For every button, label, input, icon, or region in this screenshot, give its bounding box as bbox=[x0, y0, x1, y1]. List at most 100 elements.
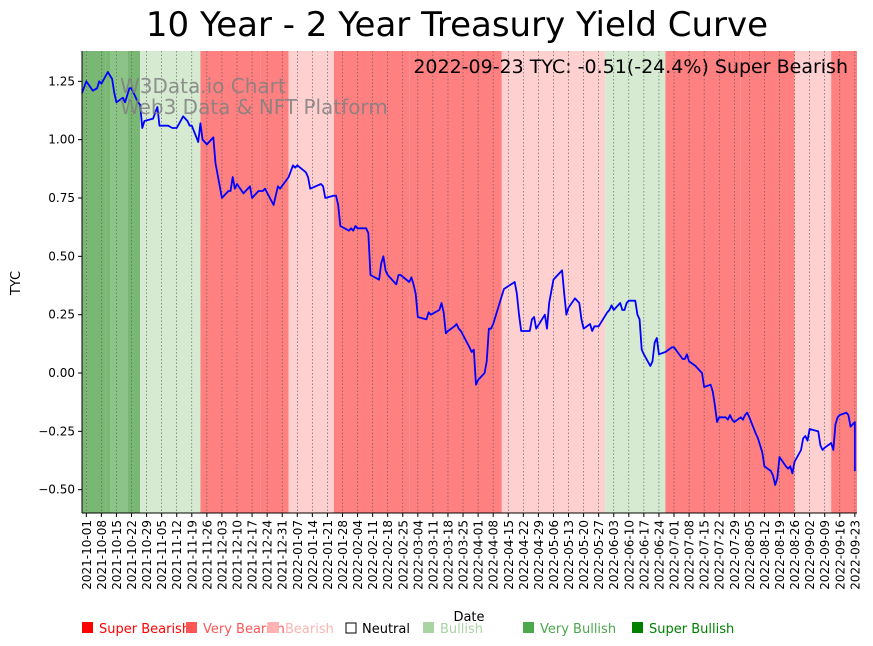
x-tick-label: 2022-08-05 bbox=[743, 520, 757, 590]
legend-swatch bbox=[268, 622, 279, 633]
x-tick-label: 2022-08-12 bbox=[758, 520, 772, 590]
x-tick-label: 2022-09-02 bbox=[803, 520, 817, 590]
latest-value-annotation: 2022-09-23 TYC: -0.51(-24.4%) Super Bear… bbox=[413, 56, 848, 78]
legend-label: Super Bearish bbox=[99, 622, 190, 637]
y-tick-label: 0.25 bbox=[48, 308, 75, 322]
regime-band-super_bullish bbox=[105, 51, 110, 513]
x-tick-label: 2022-04-15 bbox=[502, 520, 516, 590]
x-tick-label: 2022-04-01 bbox=[472, 520, 486, 590]
x-tick-label: 2021-12-03 bbox=[215, 520, 229, 590]
legend-swatch bbox=[186, 622, 197, 633]
x-tick-label: 2022-03-04 bbox=[411, 520, 425, 590]
x-tick-label: 2021-11-26 bbox=[200, 520, 214, 590]
regime-band-very_bullish bbox=[109, 51, 117, 513]
x-tick-label: 2022-05-13 bbox=[562, 520, 576, 590]
y-tick-label: −0.25 bbox=[38, 424, 75, 438]
x-tick-label: 2021-12-24 bbox=[261, 520, 275, 590]
x-tick-label: 2022-02-18 bbox=[381, 520, 395, 590]
regime-band-very_bearish bbox=[200, 51, 261, 513]
legend-label: Bearish bbox=[285, 622, 334, 637]
legend-label: Very Bullish bbox=[540, 622, 616, 637]
x-tick-label: 2022-09-16 bbox=[833, 520, 847, 590]
regime-band-very_bearish bbox=[260, 51, 289, 513]
x-tick-label: 2021-11-19 bbox=[185, 520, 199, 590]
x-tick-label: 2021-12-10 bbox=[231, 520, 245, 590]
x-tick-label: 2022-03-25 bbox=[457, 520, 471, 590]
legend-item-very-bearish: Very Bearish bbox=[186, 622, 285, 637]
x-tick-label: 2022-01-21 bbox=[321, 520, 335, 590]
regime-band-bearish bbox=[288, 51, 334, 513]
legend-label: Super Bullish bbox=[649, 622, 734, 637]
legend-item-super-bullish: Super Bullish bbox=[632, 622, 734, 637]
vertical-gridlines bbox=[86, 51, 856, 513]
x-tick-label: 2022-04-29 bbox=[532, 520, 546, 590]
legend-item-bearish: Bearish bbox=[268, 622, 334, 637]
regime-band-bullish bbox=[140, 51, 201, 513]
series-line-tyc bbox=[81, 71, 856, 486]
x-tick-label: 2022-02-25 bbox=[396, 520, 410, 590]
x-tick-label: 2022-01-28 bbox=[336, 520, 350, 590]
x-tick-label: 2021-11-12 bbox=[170, 520, 184, 590]
x-tick-label: 2022-06-17 bbox=[637, 520, 651, 590]
regime-band-bullish bbox=[605, 51, 666, 513]
legend-swatch bbox=[82, 622, 93, 633]
y-tick-label: 0.00 bbox=[48, 366, 75, 380]
x-tick-label: 2021-10-01 bbox=[80, 520, 94, 590]
legend-swatch bbox=[345, 622, 357, 634]
x-tick-label: 2021-10-22 bbox=[125, 520, 139, 590]
y-tick-label: −0.50 bbox=[38, 483, 75, 497]
x-tick-label: 2022-06-10 bbox=[622, 520, 636, 590]
regime-band-very_bearish bbox=[665, 51, 741, 513]
x-tick-label: 2022-06-24 bbox=[652, 520, 666, 590]
legend-label: Bullish bbox=[440, 622, 483, 637]
regime-band-very_bearish bbox=[831, 51, 857, 513]
regime-bands bbox=[82, 51, 857, 513]
x-tick-label: 2022-05-20 bbox=[577, 520, 591, 590]
x-tick-label: 2022-02-11 bbox=[366, 520, 380, 590]
x-tick-label: 2021-10-29 bbox=[140, 520, 154, 590]
x-tick-label: 2022-07-08 bbox=[683, 520, 697, 590]
x-tick-label: 2022-05-06 bbox=[547, 520, 561, 590]
legend-swatch bbox=[632, 622, 643, 633]
x-tick-label: 2022-07-29 bbox=[728, 520, 742, 590]
regime-band-very_bearish bbox=[333, 51, 410, 513]
x-tick-label: 2021-10-08 bbox=[95, 520, 109, 590]
x-tick-label: 2022-03-18 bbox=[441, 520, 455, 590]
legend-item-super-bearish: Super Bearish bbox=[82, 622, 190, 637]
chart-title: 10 Year - 2 Year Treasury Yield Curve bbox=[146, 5, 768, 45]
x-tick-label: 2022-07-01 bbox=[668, 520, 682, 590]
legend-swatch bbox=[523, 622, 534, 633]
regime-band-super_bullish bbox=[86, 51, 106, 513]
x-tick-label: 2022-07-15 bbox=[698, 520, 712, 590]
x-tick-label: 2022-05-27 bbox=[592, 520, 606, 590]
legend-label: Very Bearish bbox=[203, 622, 285, 637]
y-axis-label: TYC bbox=[9, 271, 24, 296]
legend-swatch bbox=[423, 622, 434, 633]
watermark-line-1: W3Data.io Chart bbox=[120, 74, 286, 98]
x-tick-label: 2022-03-11 bbox=[426, 520, 440, 590]
x-tick-label: 2022-01-14 bbox=[306, 520, 320, 590]
x-tick-label: 2022-06-03 bbox=[607, 520, 621, 590]
x-tick-label: 2021-10-15 bbox=[110, 520, 124, 590]
x-axis-label: Date bbox=[453, 610, 484, 625]
regime-band-bearish bbox=[794, 51, 832, 513]
x-tick-label: 2022-07-22 bbox=[713, 520, 727, 590]
x-tick-label: 2021-11-05 bbox=[155, 520, 169, 590]
series-layer bbox=[81, 71, 856, 486]
axes: −0.50 −0.25 0.00 0.25 0.50 0.75 1.00 1.25 2021-1… bbox=[38, 51, 862, 590]
y-tick-label: 1.00 bbox=[48, 133, 75, 147]
y-tick-label: 0.75 bbox=[48, 191, 75, 205]
regime-band-super_bullish bbox=[127, 51, 141, 513]
legend-item-very-bullish: Very Bullish bbox=[523, 622, 616, 637]
x-tick-label: 2022-08-19 bbox=[773, 520, 787, 590]
watermark-line-2: Web3 Data & NFT Platform bbox=[120, 95, 388, 119]
x-tick-label: 2021-12-17 bbox=[246, 520, 260, 590]
y-tick-label: 1.25 bbox=[48, 74, 75, 88]
regime-band-very_bullish bbox=[116, 51, 128, 513]
x-tick-label: 2022-01-07 bbox=[291, 520, 305, 590]
legend-label: Neutral bbox=[362, 622, 410, 637]
x-tick-label: 2022-04-22 bbox=[517, 520, 531, 590]
x-tick-label: 2022-08-26 bbox=[788, 520, 802, 590]
